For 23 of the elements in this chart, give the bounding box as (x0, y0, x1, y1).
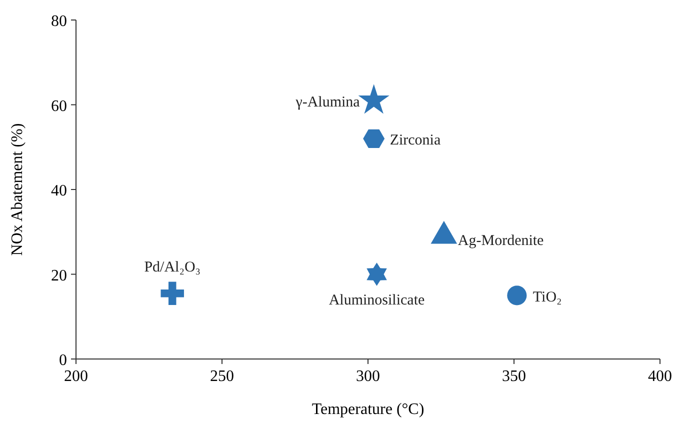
series-label: TiO₂ (532, 289, 562, 306)
series-label: Zirconia (390, 132, 441, 149)
series-label: Ag-Mordenite (458, 233, 544, 250)
y-tick-label: 40 (51, 182, 67, 200)
point (363, 129, 385, 148)
series-label: γ-Alumina (294, 94, 360, 111)
y-tick-label: 0 (59, 352, 67, 369)
y-axis-title: NOx Abatement (%) (9, 123, 26, 256)
point (507, 286, 527, 306)
y-tick-label: 20 (51, 267, 67, 284)
point (160, 282, 184, 305)
x-tick-label: 250 (210, 368, 234, 385)
x-tick-label: 350 (502, 368, 526, 385)
y-tick-label: 80 (51, 13, 67, 30)
y-tick-label: 60 (51, 98, 67, 115)
point (358, 84, 390, 114)
x-axis-title: Temperature (°C) (312, 401, 424, 418)
point (366, 262, 387, 286)
series-label: Aluminosilicate (328, 292, 426, 308)
x-tick-label: 200 (64, 368, 88, 385)
series-label: Pd/Al₂O₃ (144, 259, 201, 276)
x-tick-label: 400 (648, 368, 672, 385)
x-tick-label: 300 (356, 368, 380, 385)
